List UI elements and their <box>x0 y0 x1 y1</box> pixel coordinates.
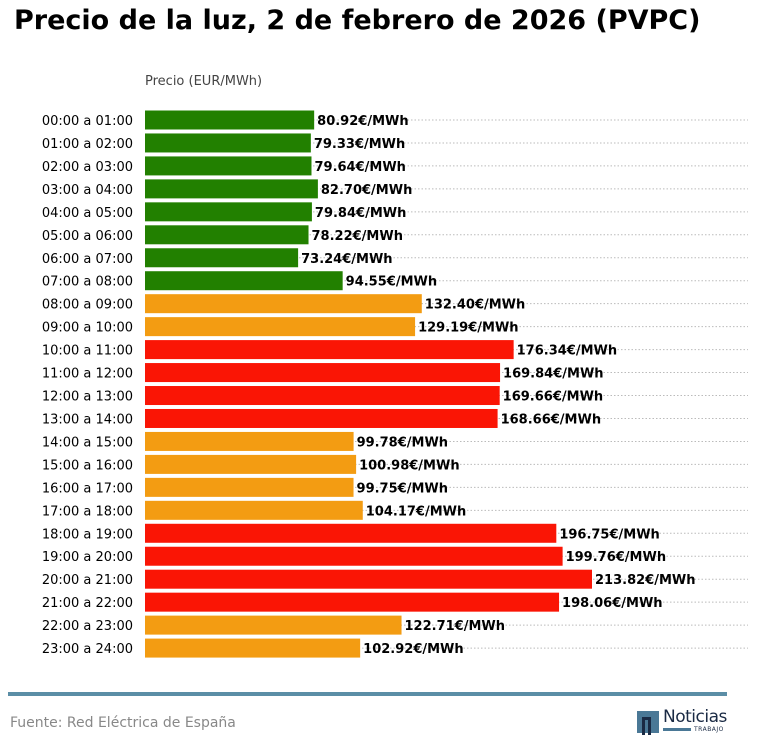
category-label: 19:00 a 20:00 <box>42 550 133 565</box>
category-label: 09:00 a 10:00 <box>42 321 133 336</box>
noticias-trabajo-logo: Noticias TRABAJO <box>637 707 729 735</box>
bar <box>145 546 563 566</box>
data-label: 80.92€/MWh <box>317 114 408 129</box>
bar <box>145 294 422 314</box>
bar <box>145 523 557 543</box>
data-label: 196.75€/MWh <box>559 527 660 542</box>
category-label: 13:00 a 14:00 <box>42 412 133 427</box>
logo-word: Noticias <box>663 707 727 727</box>
bar <box>145 615 402 635</box>
category-label: 10:00 a 11:00 <box>42 344 133 359</box>
bar <box>145 225 309 245</box>
category-label: 18:00 a 19:00 <box>42 527 133 542</box>
bar <box>145 248 299 268</box>
category-label: 14:00 a 15:00 <box>42 435 133 450</box>
data-label: 169.84€/MWh <box>503 367 603 382</box>
data-label: 94.55€/MWh <box>346 275 437 290</box>
logo-underline <box>663 728 691 731</box>
data-label: 78.22€/MWh <box>312 229 403 244</box>
data-label: 176.34€/MWh <box>517 344 618 359</box>
data-label: 79.84€/MWh <box>315 206 406 221</box>
data-label: 129.19€/MWh <box>418 321 518 336</box>
data-label: 79.33€/MWh <box>314 137 405 152</box>
data-label: 102.92€/MWh <box>363 642 464 657</box>
bar <box>145 156 312 176</box>
data-label: 169.66€/MWh <box>503 390 604 405</box>
data-label: 213.82€/MWh <box>595 573 696 588</box>
bar <box>145 454 357 474</box>
bar <box>145 133 311 153</box>
data-label: 168.66€/MWh <box>501 412 602 427</box>
category-label: 02:00 a 03:00 <box>42 160 133 175</box>
bar <box>145 569 592 589</box>
category-label: 21:00 a 22:00 <box>42 596 133 611</box>
data-label: 199.76€/MWh <box>566 550 667 565</box>
bar <box>145 317 416 337</box>
bar <box>145 202 312 222</box>
axis-label: Precio (EUR/MWh) <box>145 74 263 89</box>
data-label: 100.98€/MWh <box>359 458 460 473</box>
data-label: 122.71€/MWh <box>405 619 506 634</box>
data-label: 99.78€/MWh <box>357 435 448 450</box>
data-label: 104.17€/MWh <box>366 504 467 519</box>
data-label: 79.64€/MWh <box>314 160 405 175</box>
data-label: 73.24€/MWh <box>301 252 392 267</box>
category-label: 11:00 a 12:00 <box>42 367 133 382</box>
source-text: Fuente: Red Eléctrica de España <box>10 715 236 731</box>
bar <box>145 386 500 406</box>
category-label: 04:00 a 05:00 <box>42 206 133 221</box>
category-label: 22:00 a 23:00 <box>42 619 133 634</box>
bar <box>145 477 354 497</box>
bar <box>145 179 318 199</box>
bar <box>145 340 514 360</box>
category-label: 00:00 a 01:00 <box>42 114 133 129</box>
category-label: 01:00 a 02:00 <box>42 137 133 152</box>
chart-title: Precio de la luz, 2 de febrero de 2026 (… <box>14 5 701 36</box>
category-label: 08:00 a 09:00 <box>42 298 133 313</box>
footer-divider <box>8 692 727 696</box>
category-label: 12:00 a 13:00 <box>42 390 133 405</box>
category-label: 05:00 a 06:00 <box>42 229 133 244</box>
category-label: 03:00 a 04:00 <box>42 183 133 198</box>
category-label: 07:00 a 08:00 <box>42 275 133 290</box>
data-label: 82.70€/MWh <box>321 183 412 198</box>
bar <box>145 500 363 520</box>
data-label: 99.75€/MWh <box>357 481 448 496</box>
category-label: 17:00 a 18:00 <box>42 504 133 519</box>
bar <box>145 363 501 383</box>
bar <box>145 592 560 612</box>
bar <box>145 110 315 130</box>
category-label: 20:00 a 21:00 <box>42 573 133 588</box>
category-label: 15:00 a 16:00 <box>42 458 133 473</box>
data-label: 198.06€/MWh <box>562 596 663 611</box>
category-label: 16:00 a 17:00 <box>42 481 133 496</box>
category-label: 06:00 a 07:00 <box>42 252 133 267</box>
bar-chart: 00:00 a 01:00 80.92€/MWh 01:00 a 02:00 79.3… <box>42 110 748 658</box>
bar <box>145 271 343 291</box>
bar <box>145 408 498 428</box>
bar <box>145 638 361 658</box>
category-label: 23:00 a 24:00 <box>42 642 133 657</box>
bar <box>145 431 354 451</box>
data-label: 132.40€/MWh <box>425 298 526 313</box>
logo-sub: TRABAJO <box>694 726 724 733</box>
logo-mark-icon <box>637 711 659 735</box>
